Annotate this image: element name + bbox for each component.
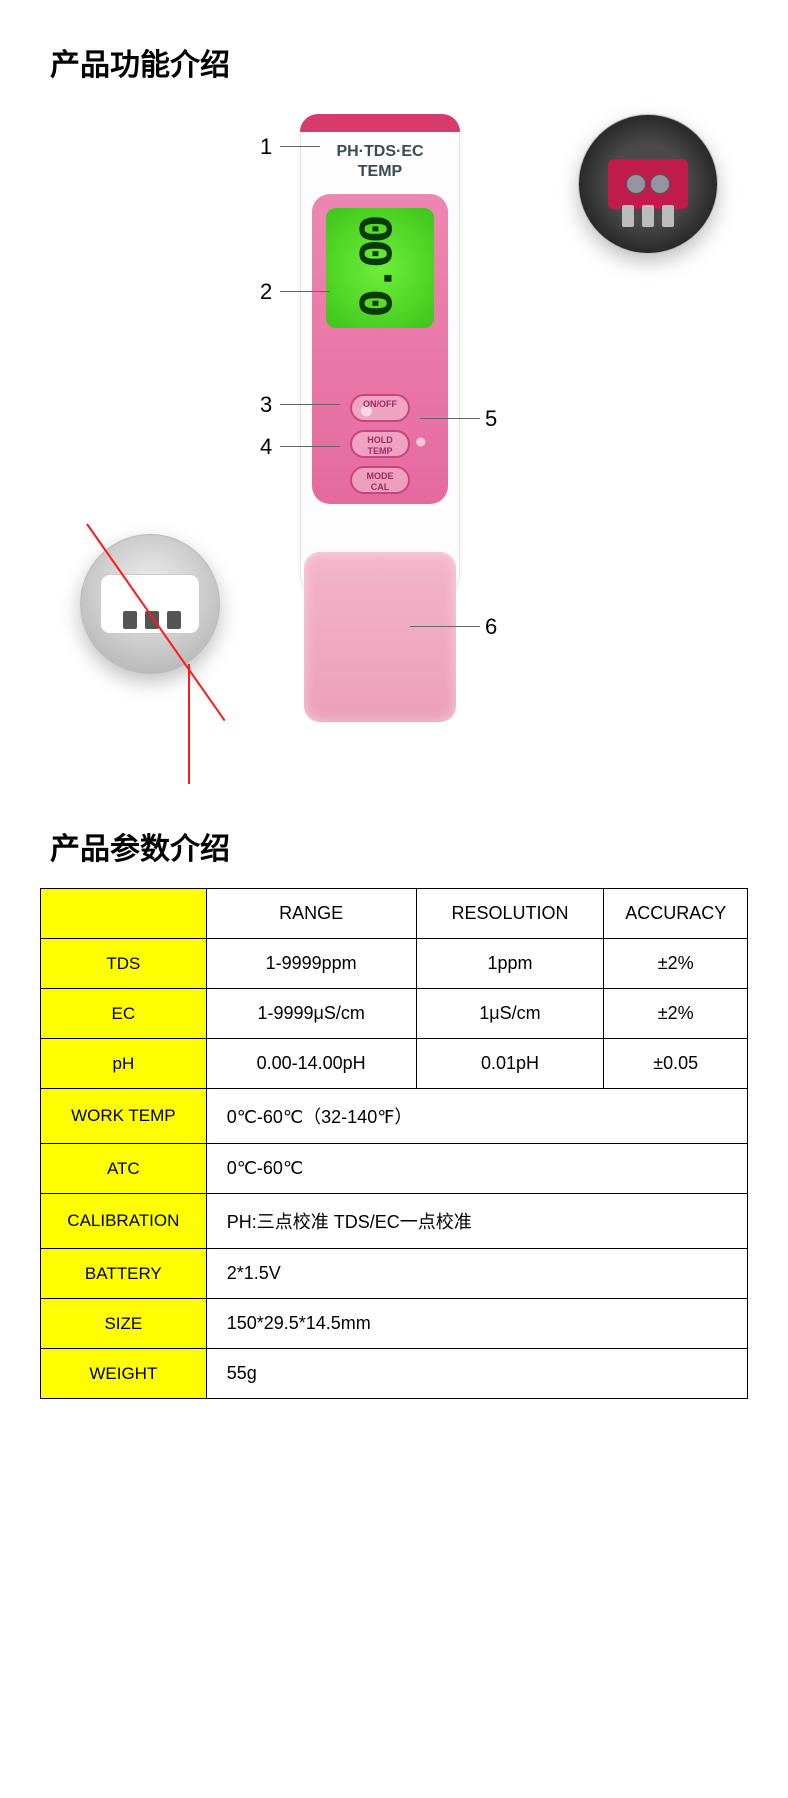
spec-label: BATTERY <box>41 1249 207 1299</box>
probe-indicator-line-2 <box>188 664 190 784</box>
callout-5: 5 <box>485 406 497 432</box>
probe-body-icon <box>100 574 200 634</box>
spec-row-size: SIZE 150*29.5*14.5mm <box>41 1299 748 1349</box>
battery-holder-icon <box>608 159 688 209</box>
spec-value: ±0.05 <box>604 1039 748 1089</box>
section-title-features: 产品功能介绍 <box>0 0 788 104</box>
spec-label: ATC <box>41 1144 207 1194</box>
spec-value: 1-9999ppm <box>206 939 416 989</box>
device-illustration: PH·TDS·EC TEMP 0.00 ON/OFF HOLD TEMP MOD… <box>300 114 460 714</box>
spec-row-ec: EC 1-9999μS/cm 1μS/cm ±2% <box>41 989 748 1039</box>
device-label-line1: PH·TDS·EC <box>336 143 423 160</box>
spec-value: 2*1.5V <box>206 1249 747 1299</box>
spec-corner-cell <box>41 889 207 939</box>
callout-line-4 <box>280 446 340 447</box>
lcd-reading: 0.00 <box>353 218 407 317</box>
spec-row-ph: pH 0.00-14.00pH 0.01pH ±0.05 <box>41 1039 748 1089</box>
spec-value: ±2% <box>604 989 748 1039</box>
spec-label: WEIGHT <box>41 1349 207 1399</box>
callout-6: 6 <box>485 614 497 640</box>
spec-row-worktemp: WORK TEMP 0℃-60℃（32-140℉） <box>41 1089 748 1144</box>
callout-1: 1 <box>260 134 272 160</box>
device-label-line2: TEMP <box>358 163 402 180</box>
button-hold-temp: HOLD TEMP <box>350 430 410 458</box>
device-front-panel: 0.00 ON/OFF HOLD TEMP MODE CAL <box>312 194 448 504</box>
device-cap <box>304 552 456 722</box>
spec-value: 1-9999μS/cm <box>206 989 416 1039</box>
spec-label: SIZE <box>41 1299 207 1349</box>
spec-header-range: RANGE <box>206 889 416 939</box>
callout-2: 2 <box>260 279 272 305</box>
button-mode-label: MODE <box>367 471 394 481</box>
button-cal-label: CAL <box>371 482 390 492</box>
button-onoff-label: ON/OFF <box>363 399 397 409</box>
button-mode-cal: MODE CAL <box>350 466 410 494</box>
button-onoff: ON/OFF <box>350 394 410 422</box>
spec-label: CALIBRATION <box>41 1194 207 1249</box>
button-temp-label: TEMP <box>367 446 392 456</box>
callout-4: 4 <box>260 434 272 460</box>
spec-label: WORK TEMP <box>41 1089 207 1144</box>
lcd-screen: 0.00 <box>326 208 434 328</box>
spec-value: 55g <box>206 1349 747 1399</box>
spec-table-wrap: RANGE RESOLUTION ACCURACY TDS 1-9999ppm … <box>0 888 788 1459</box>
spec-value: PH:三点校准 TDS/EC一点校准 <box>206 1194 747 1249</box>
spec-value: 1μS/cm <box>416 989 604 1039</box>
callout-3: 3 <box>260 392 272 418</box>
button-hold-label: HOLD <box>367 435 393 445</box>
callout-line-5 <box>420 418 480 419</box>
spec-label: EC <box>41 989 207 1039</box>
spec-table: RANGE RESOLUTION ACCURACY TDS 1-9999ppm … <box>40 888 748 1399</box>
spec-row-atc: ATC 0℃-60℃ <box>41 1144 748 1194</box>
detail-probe <box>80 534 220 674</box>
spec-header-resolution: RESOLUTION <box>416 889 604 939</box>
spec-value: 0℃-60℃（32-140℉） <box>206 1089 747 1144</box>
callout-line-1 <box>280 146 320 147</box>
spec-label: TDS <box>41 939 207 989</box>
spec-label: pH <box>41 1039 207 1089</box>
spec-header-accuracy: ACCURACY <box>604 889 748 939</box>
spec-value: 0.00-14.00pH <box>206 1039 416 1089</box>
spec-value: 0.01pH <box>416 1039 604 1089</box>
callout-line-6 <box>410 626 480 627</box>
spec-value: 0℃-60℃ <box>206 1144 747 1194</box>
spec-header-row: RANGE RESOLUTION ACCURACY <box>41 889 748 939</box>
spec-row-weight: WEIGHT 55g <box>41 1349 748 1399</box>
section-title-specs: 产品参数介绍 <box>0 784 788 888</box>
spec-row-calibration: CALIBRATION PH:三点校准 TDS/EC一点校准 <box>41 1194 748 1249</box>
spec-value: ±2% <box>604 939 748 989</box>
product-diagram: PH·TDS·EC TEMP 0.00 ON/OFF HOLD TEMP MOD… <box>0 104 788 784</box>
detail-battery-contacts <box>578 114 718 254</box>
device-mode-label: PH·TDS·EC TEMP <box>300 142 460 182</box>
spec-value: 1ppm <box>416 939 604 989</box>
callout-line-2 <box>280 291 330 292</box>
spec-row-tds: TDS 1-9999ppm 1ppm ±2% <box>41 939 748 989</box>
spec-value: 150*29.5*14.5mm <box>206 1299 747 1349</box>
spec-row-battery: BATTERY 2*1.5V <box>41 1249 748 1299</box>
device-top-accent <box>300 114 460 132</box>
callout-line-3 <box>280 404 340 405</box>
